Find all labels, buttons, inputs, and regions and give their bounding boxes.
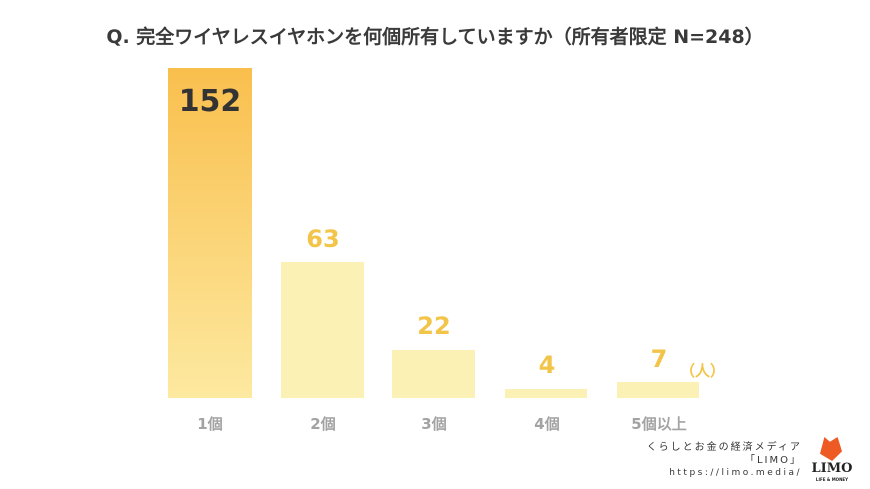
logo-text: LIMO bbox=[811, 461, 853, 476]
category-label-3: 3個 bbox=[421, 415, 447, 433]
bar-3 bbox=[392, 350, 475, 398]
brand-url: https://limo.media/ bbox=[669, 468, 802, 478]
limo-logo: LIMO LIFE & MONEY bbox=[810, 437, 854, 485]
chart-title: Q. 完全ワイヤレスイヤホンを何個所有していますか（所有者限定 N=248） bbox=[106, 26, 764, 48]
value-label-3: 22 bbox=[417, 312, 451, 340]
value-label-4: 4 bbox=[538, 351, 556, 379]
value-label-1: 152 bbox=[178, 84, 242, 119]
bar-1 bbox=[168, 68, 252, 398]
brand-tagline: くらしとお金の経済メディア bbox=[646, 442, 802, 453]
bar-5 bbox=[617, 382, 699, 398]
value-label-2: 63 bbox=[306, 225, 340, 253]
logo-subtext: LIFE & MONEY bbox=[815, 477, 849, 482]
category-label-4: 4個 bbox=[534, 415, 560, 433]
fox-icon bbox=[820, 437, 842, 461]
brand-credit: くらしとお金の経済メディア 「LIMO」 https://limo.media/ bbox=[647, 441, 802, 480]
value-label-5: 7 bbox=[650, 345, 668, 373]
bar-4 bbox=[505, 389, 587, 398]
category-label-2: 2個 bbox=[310, 415, 336, 433]
unit-label: （人） bbox=[680, 362, 726, 380]
brand-name: 「LIMO」 bbox=[744, 455, 802, 466]
category-label-1: 1個 bbox=[197, 415, 223, 433]
bar-2 bbox=[281, 262, 364, 398]
category-label-5: 5個以上 bbox=[631, 415, 687, 433]
